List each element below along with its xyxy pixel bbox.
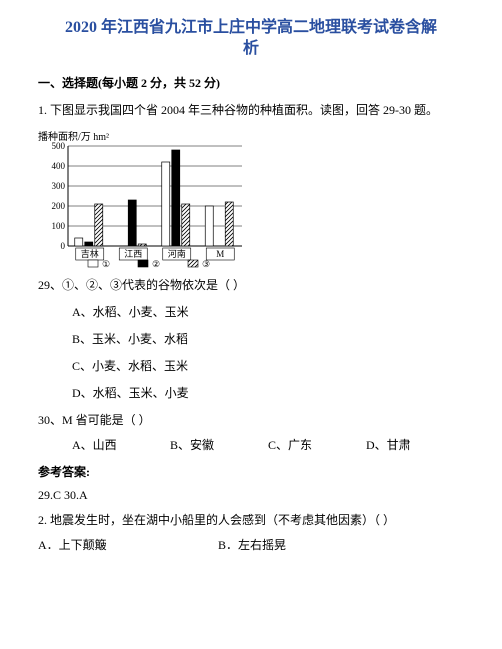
q1-text: 1. 下图显示我国四个省 2004 年三种谷物的种植面积。读图，回答 29-30… <box>38 101 464 120</box>
svg-text:M: M <box>216 249 224 259</box>
q30-opt-c: C、广东 <box>268 436 366 453</box>
q29-opt-b: B、玉米、小麦、水稻 <box>72 330 464 347</box>
title-line1: 2020 年江西省九江市上庄中学高二地理联考试卷含解 <box>38 18 464 39</box>
q30-options: A、山西 B、安徽 C、广东 D、甘肃 <box>72 436 464 453</box>
q29-stem: 29、①、②、③代表的谷物依次是（ ） <box>38 276 464 293</box>
q2-text: 2. 地震发生时，坐在湖中小船里的人会感到（不考虑其他因素）（ ） <box>38 511 464 530</box>
reference-answer-header: 参考答案: <box>38 463 464 480</box>
svg-text:500: 500 <box>52 141 66 151</box>
svg-text:100: 100 <box>52 221 66 231</box>
page-title: 2020 年江西省九江市上庄中学高二地理联考试卷含解 析 <box>38 18 464 60</box>
q30-opt-d: D、甘肃 <box>366 436 464 453</box>
svg-text:江西: 江西 <box>124 249 142 259</box>
svg-text:300: 300 <box>52 181 66 191</box>
svg-text:②: ② <box>152 259 160 268</box>
answers: 29.C 30.A <box>38 488 464 503</box>
q30-opt-b: B、安徽 <box>170 436 268 453</box>
q30-stem: 30、M 省可能是（ ） <box>38 411 464 428</box>
title-line2: 析 <box>38 39 464 60</box>
q2-opt-a: A．上下颠簸 <box>38 536 218 553</box>
q30-opt-a: A、山西 <box>72 436 170 453</box>
section-header: 一、选择题(每小题 2 分，共 52 分) <box>38 74 464 91</box>
svg-text:播种面积/万 hm²: 播种面积/万 hm² <box>38 130 109 143</box>
q2-opt-b: B．左右摇晃 <box>218 536 398 553</box>
svg-text:400: 400 <box>52 161 66 171</box>
svg-text:0: 0 <box>61 241 66 251</box>
svg-text:200: 200 <box>52 201 66 211</box>
chart-svg: 播种面积/万 hm² 0 100 200 300 400 500 吉林 江西 河南 M ① ② ③ <box>38 128 248 268</box>
svg-text:河南: 河南 <box>168 248 186 259</box>
q29-options: A、水稻、小麦、玉米 B、玉米、小麦、水稻 C、小麦、水稻、玉米 D、水稻、玉米… <box>72 303 464 401</box>
q29-opt-c: C、小麦、水稻、玉米 <box>72 357 464 374</box>
svg-text:③: ③ <box>202 259 210 268</box>
q29-opt-a: A、水稻、小麦、玉米 <box>72 303 464 320</box>
bar-chart: 播种面积/万 hm² 0 100 200 300 400 500 吉林 江西 河南 M ① ② ③ <box>38 128 464 268</box>
svg-text:吉林: 吉林 <box>81 248 99 259</box>
svg-text:①: ① <box>102 259 110 268</box>
q2-options: A．上下颠簸 B．左右摇晃 <box>38 536 464 553</box>
q29-opt-d: D、水稻、玉米、小麦 <box>72 384 464 401</box>
